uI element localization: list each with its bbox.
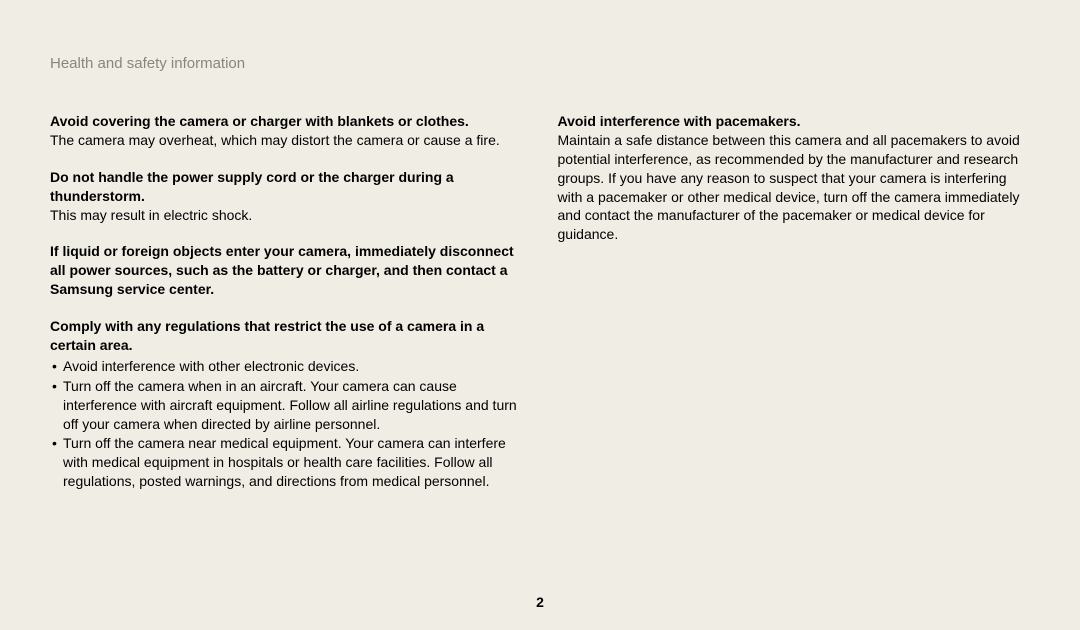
page-number: 2 <box>536 594 544 610</box>
section: Comply with any regulations that restric… <box>50 317 523 491</box>
right-column: Avoid interference with pacemakers. Main… <box>558 112 1031 509</box>
left-column: Avoid covering the camera or charger wit… <box>50 112 523 509</box>
bullet-list: Avoid interference with other electronic… <box>50 357 523 491</box>
section-heading: Do not handle the power supply cord or t… <box>50 168 523 206</box>
bullet-item: Avoid interference with other electronic… <box>50 357 523 376</box>
section: Do not handle the power supply cord or t… <box>50 168 523 225</box>
section-body: The camera may overheat, which may disto… <box>50 131 523 150</box>
section-heading: Avoid interference with pacemakers. <box>558 112 1031 131</box>
section: Avoid interference with pacemakers. Main… <box>558 112 1031 244</box>
section-body: This may result in electric shock. <box>50 206 523 225</box>
section-heading: Comply with any regulations that restric… <box>50 317 523 355</box>
page-header: Health and safety information <box>50 55 1030 72</box>
section-body: Maintain a safe distance between this ca… <box>558 131 1031 244</box>
section-heading: If liquid or foreign objects enter your … <box>50 242 523 299</box>
content-area: Avoid covering the camera or charger wit… <box>50 112 1030 509</box>
section: If liquid or foreign objects enter your … <box>50 242 523 299</box>
section: Avoid covering the camera or charger wit… <box>50 112 523 150</box>
section-heading: Avoid covering the camera or charger wit… <box>50 112 523 131</box>
bullet-item: Turn off the camera when in an aircraft.… <box>50 377 523 434</box>
header-title: Health and safety information <box>50 55 245 72</box>
bullet-item: Turn off the camera near medical equipme… <box>50 434 523 491</box>
